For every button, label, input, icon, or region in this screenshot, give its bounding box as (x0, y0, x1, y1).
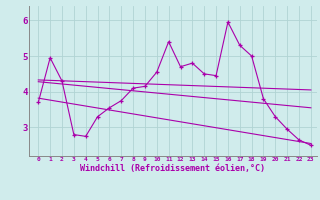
X-axis label: Windchill (Refroidissement éolien,°C): Windchill (Refroidissement éolien,°C) (80, 164, 265, 173)
